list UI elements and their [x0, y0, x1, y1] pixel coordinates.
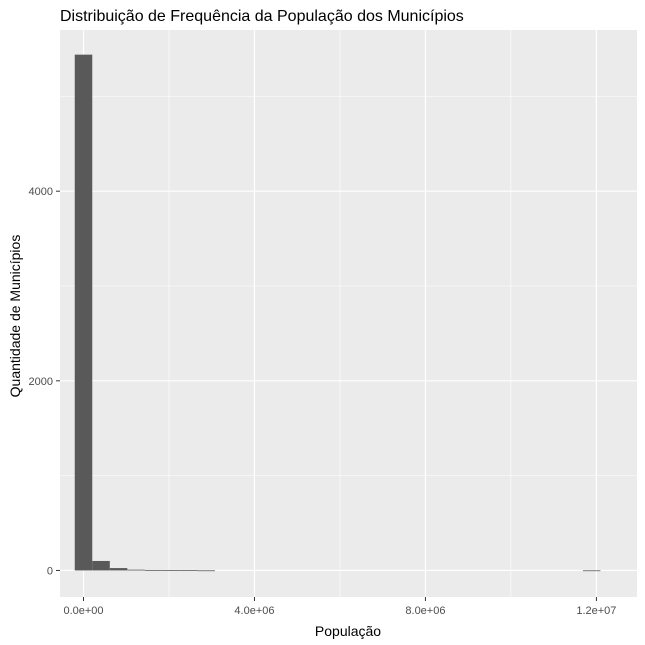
histogram-bar [162, 570, 180, 571]
histogram-bar [127, 569, 145, 571]
x-tick-label: 4.0e+06 [234, 605, 274, 617]
histogram-bar [144, 569, 163, 571]
histogram-bar [109, 568, 128, 571]
x-tick-label: 8.0e+06 [405, 605, 445, 617]
histogram-bar [179, 570, 198, 571]
minor-gridlines [60, 30, 637, 597]
y-tick-label: 2000 [29, 376, 53, 388]
y-tick-label: 4000 [29, 186, 53, 198]
x-tick-label: 1.2e+07 [576, 605, 616, 617]
x-axis: 0.0e+00 4.0e+06 8.0e+06 1.2e+07 [63, 597, 616, 617]
y-axis-title: Quantidade de Municípios [7, 235, 23, 398]
y-tick-label: 0 [47, 565, 53, 577]
y-axis: 0 2000 4000 [29, 186, 60, 577]
x-tick-label: 0.0e+00 [63, 605, 103, 617]
x-axis-title: População [315, 623, 381, 639]
histogram-bar [582, 570, 601, 572]
chart-title: Distribuição de Frequência da População … [60, 8, 464, 25]
plot-panel [60, 30, 637, 597]
histogram-bar [74, 54, 93, 571]
histogram-bars [74, 54, 601, 572]
histogram-bar [92, 560, 110, 571]
histogram-bar [197, 570, 215, 572]
